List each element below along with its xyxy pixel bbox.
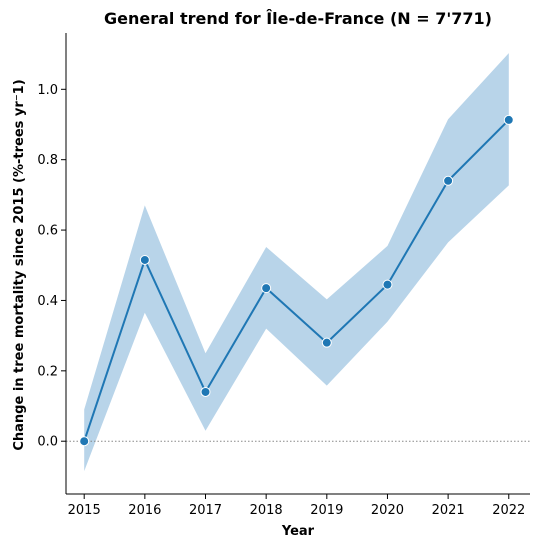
data-point-2018	[261, 283, 272, 294]
y-tick-label-0.8: 0.8	[37, 153, 58, 168]
data-point-2022	[503, 114, 514, 125]
y-tick-label-0.0: 0.0	[37, 435, 58, 450]
axes: 2015 2016 2017 2018 2019 2020 2021 2022 0.00.20…	[37, 33, 530, 518]
chart-title: General trend for Île-de-France (N = 7'7…	[104, 9, 492, 28]
x-tick-label-2022: 2022	[492, 503, 525, 518]
y-tick-label-0.6: 0.6	[37, 224, 58, 239]
confidence-band	[84, 53, 509, 472]
x-tick-label-2020: 2020	[371, 503, 404, 518]
x-tick-label-2021: 2021	[432, 503, 465, 518]
data-point-2019	[321, 337, 332, 348]
x-ticks: 2015 2016 2017 2018 2019 2020 2021 2022	[68, 494, 525, 518]
x-tick-label-2019: 2019	[310, 503, 343, 518]
y-axis-label: Change in tree mortality since 2015 (%-t…	[12, 79, 27, 450]
data-point-2021	[443, 175, 454, 186]
x-tick-label-2018: 2018	[250, 503, 283, 518]
data-points	[79, 114, 514, 447]
y-ticks: 0.0 0.2 0.4 0.6 0.8 1.0	[37, 83, 66, 450]
data-point-2015	[79, 436, 90, 447]
x-tick-label-2017: 2017	[189, 503, 222, 518]
data-point-2016	[139, 254, 150, 265]
data-point-2017	[200, 386, 211, 397]
y-tick-label-0.2: 0.2	[37, 364, 58, 379]
series-line	[83, 119, 510, 442]
y-tick-label-0.4: 0.4	[37, 294, 58, 309]
x-tick-label-2016: 2016	[128, 503, 161, 518]
data-point-2020	[382, 279, 393, 290]
x-tick-label-2015: 2015	[68, 503, 101, 518]
plot-area	[66, 53, 530, 472]
y-tick-label-1.0: 1.0	[37, 83, 58, 98]
x-axis-label: Year	[281, 524, 315, 539]
